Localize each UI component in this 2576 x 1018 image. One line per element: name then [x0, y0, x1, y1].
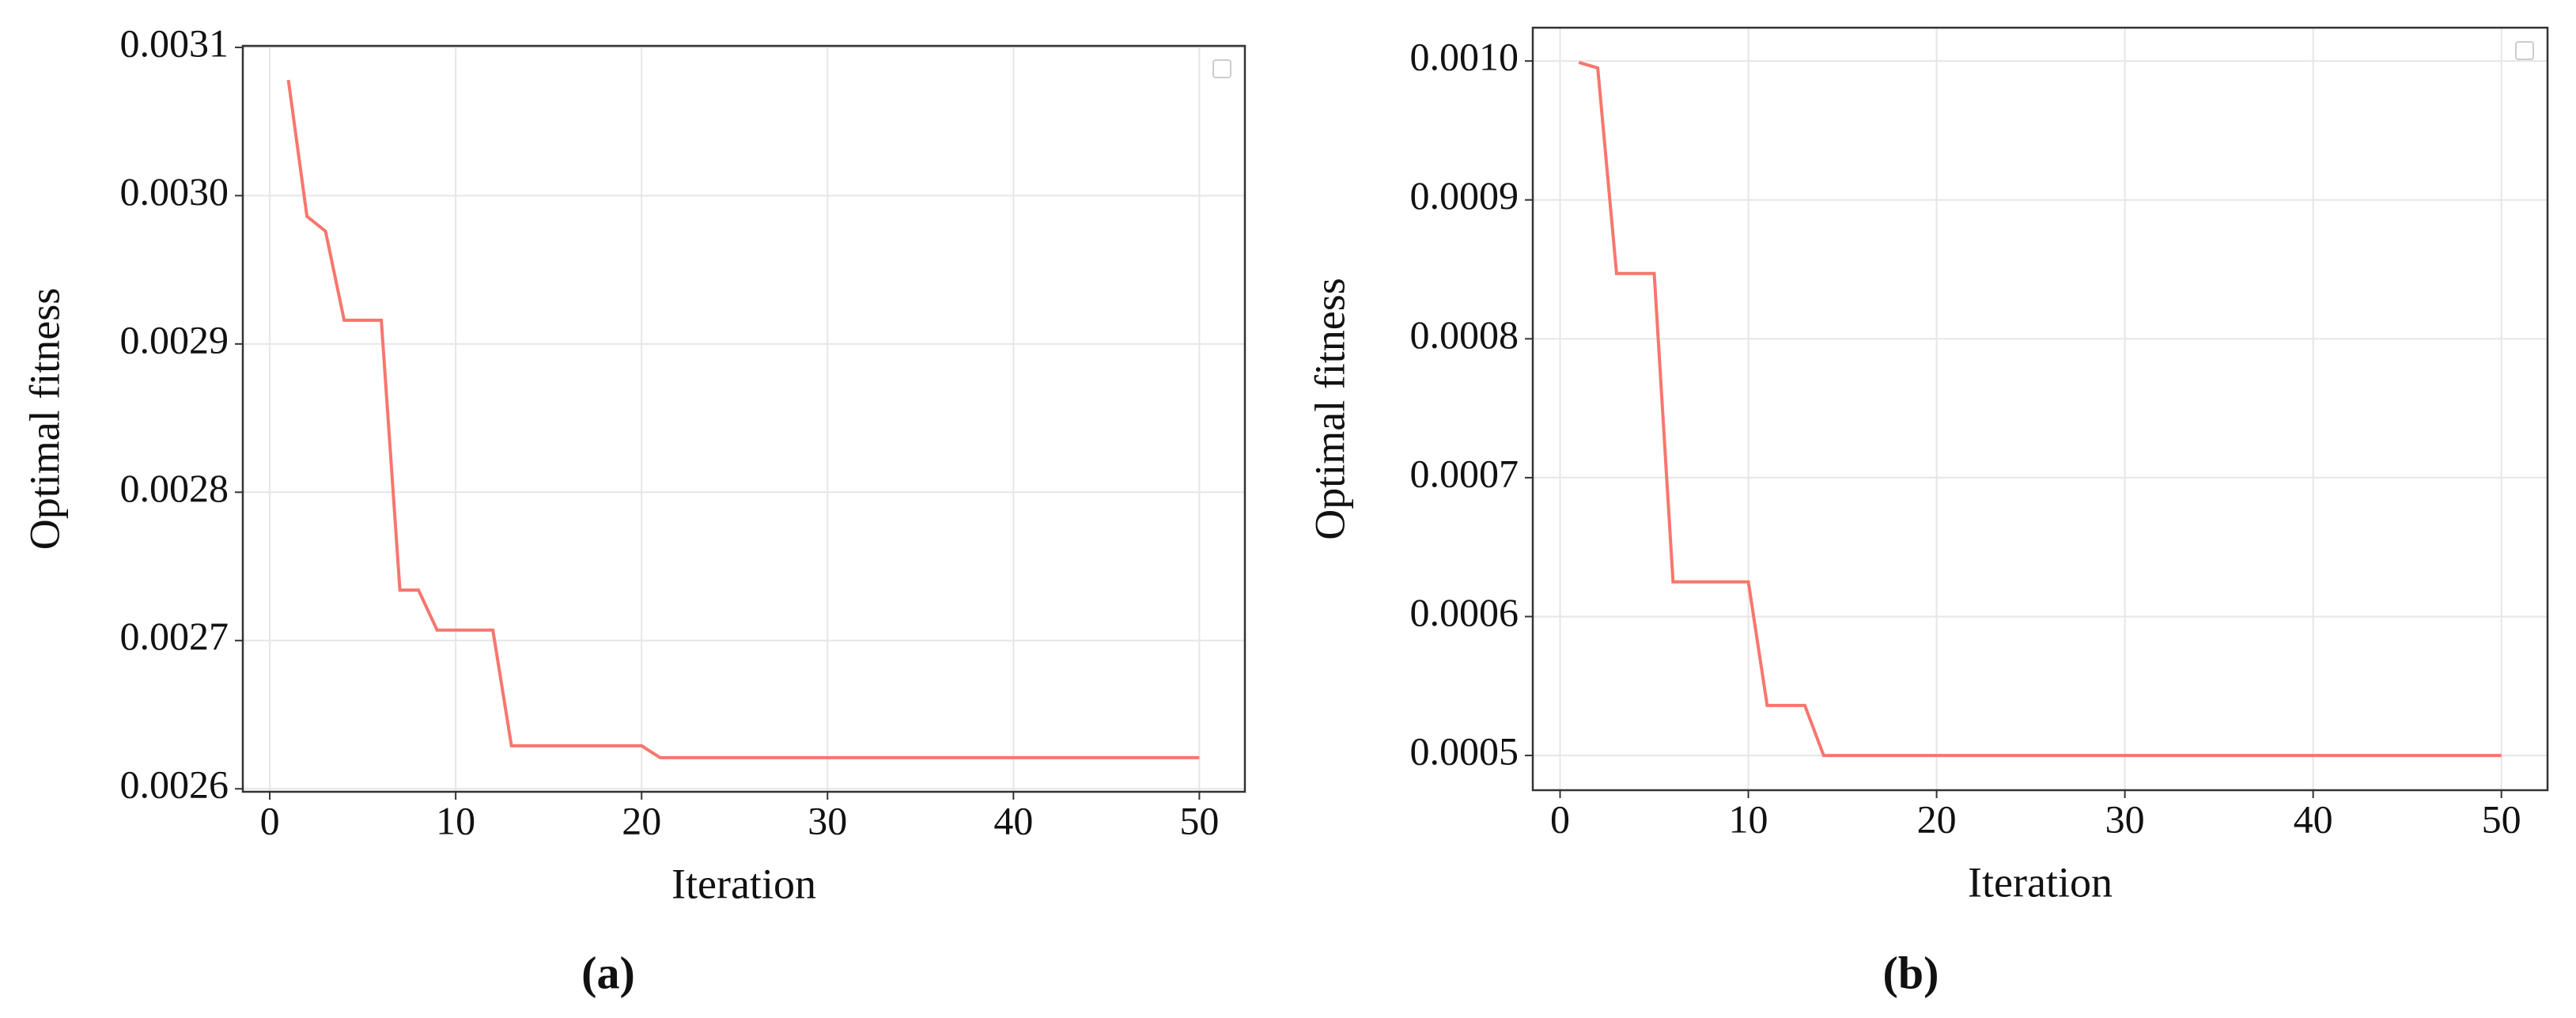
- y-tick-label: 0.0026: [120, 763, 229, 807]
- data-line: [286, 79, 1200, 759]
- x-tick-label: 40: [2294, 797, 2333, 841]
- y-tick-label: 0.0006: [1410, 590, 1519, 634]
- y-axis-label: Optimal fitness: [21, 288, 68, 550]
- plot-frame: [241, 44, 1246, 793]
- panel-caption: (b): [1883, 947, 1939, 998]
- y-tick-label: 0.0009: [1410, 173, 1519, 218]
- y-tick-label: 0.0027: [120, 614, 229, 658]
- x-tick-label: 30: [2105, 797, 2145, 841]
- x-tick-label: 10: [436, 798, 475, 842]
- x-axis-label: Iteration: [1968, 858, 2113, 906]
- x-tick-label: 20: [622, 798, 661, 842]
- legend-box: [1212, 59, 1231, 78]
- y-tick-label: 0.0007: [1410, 451, 1519, 495]
- y-tick-label: 0.0029: [120, 317, 229, 361]
- y-axis-label: Optimal fitness: [1306, 278, 1353, 539]
- data-line: [1578, 60, 2502, 758]
- y-tick-label: 0.0010: [1410, 35, 1519, 79]
- y-tick-label: 0.0008: [1410, 312, 1519, 357]
- x-tick-label: 10: [1729, 797, 1768, 841]
- x-tick-label: 50: [2482, 797, 2521, 841]
- x-tick-label: 50: [1179, 798, 1219, 842]
- x-tick-label: 20: [1917, 797, 1957, 841]
- x-tick-label: 30: [808, 798, 847, 842]
- x-tick-label: 0: [1550, 797, 1570, 841]
- x-tick-label: 0: [260, 798, 280, 842]
- y-tick-label: 0.0028: [120, 466, 229, 510]
- panel-caption: (a): [581, 947, 635, 998]
- y-tick-label: 0.0005: [1410, 729, 1519, 774]
- y-tick-label: 0.0030: [120, 169, 229, 214]
- legend-box: [2515, 41, 2534, 60]
- x-axis-label: Iteration: [671, 860, 816, 907]
- x-tick-label: 40: [993, 798, 1033, 842]
- y-tick-label: 0.0031: [120, 21, 229, 65]
- plot-frame: [1531, 26, 2549, 792]
